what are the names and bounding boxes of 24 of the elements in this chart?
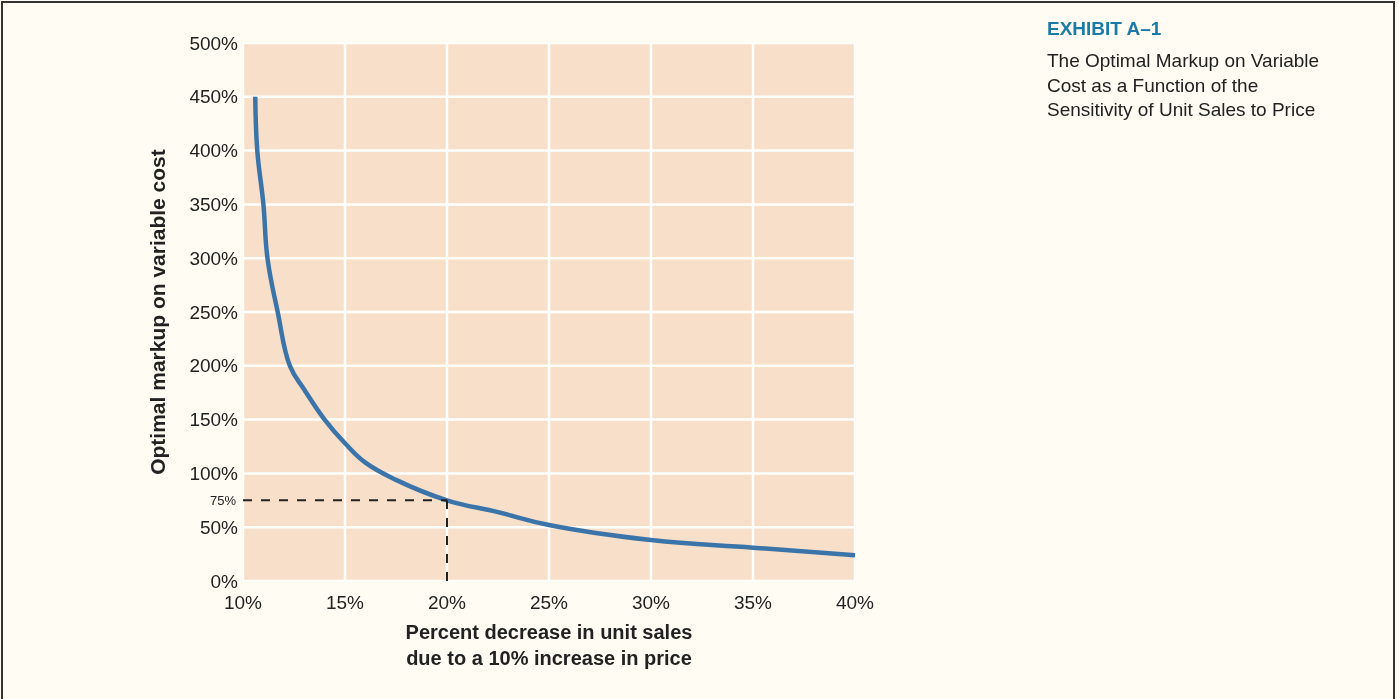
y-tick-label: 50% (199, 516, 239, 538)
y-tick-label: 150% (189, 409, 239, 431)
ref-line-label: 75% (210, 493, 237, 508)
y-tick-label: 400% (189, 140, 239, 162)
x-tick-label: 20% (427, 592, 467, 613)
x-tick-label: 10% (223, 592, 263, 613)
y-tick-label: 250% (189, 301, 239, 323)
y-tick-label: 500% (189, 32, 239, 54)
y-tick-label: 450% (189, 86, 239, 108)
y-axis-title: Optimal markup on variable cost (145, 149, 169, 475)
line-series (252, 94, 855, 558)
x-axis-title: Percent decrease in unit sales due to a 10% increase in price (405, 620, 693, 669)
y-tick-label: 100% (189, 463, 239, 485)
x-tick-label: 40% (835, 592, 875, 613)
text: The Optimal Markup on Variable Cost as a Function of the Sensitivity of Unit Sales to Price (1047, 50, 1320, 121)
y-tick-label: 300% (189, 247, 239, 269)
y-tick-label: 350% (189, 194, 239, 216)
x-tick-label: 35% (733, 592, 773, 613)
x-tick-label: 25% (529, 592, 569, 613)
y-tick-label: 0% (210, 570, 239, 592)
x-tick-label: 15% (325, 592, 365, 613)
text: EXHIBIT A–1 (1047, 18, 1162, 39)
y-tick-label: 200% (189, 355, 239, 377)
x-tick-label: 30% (631, 592, 671, 613)
